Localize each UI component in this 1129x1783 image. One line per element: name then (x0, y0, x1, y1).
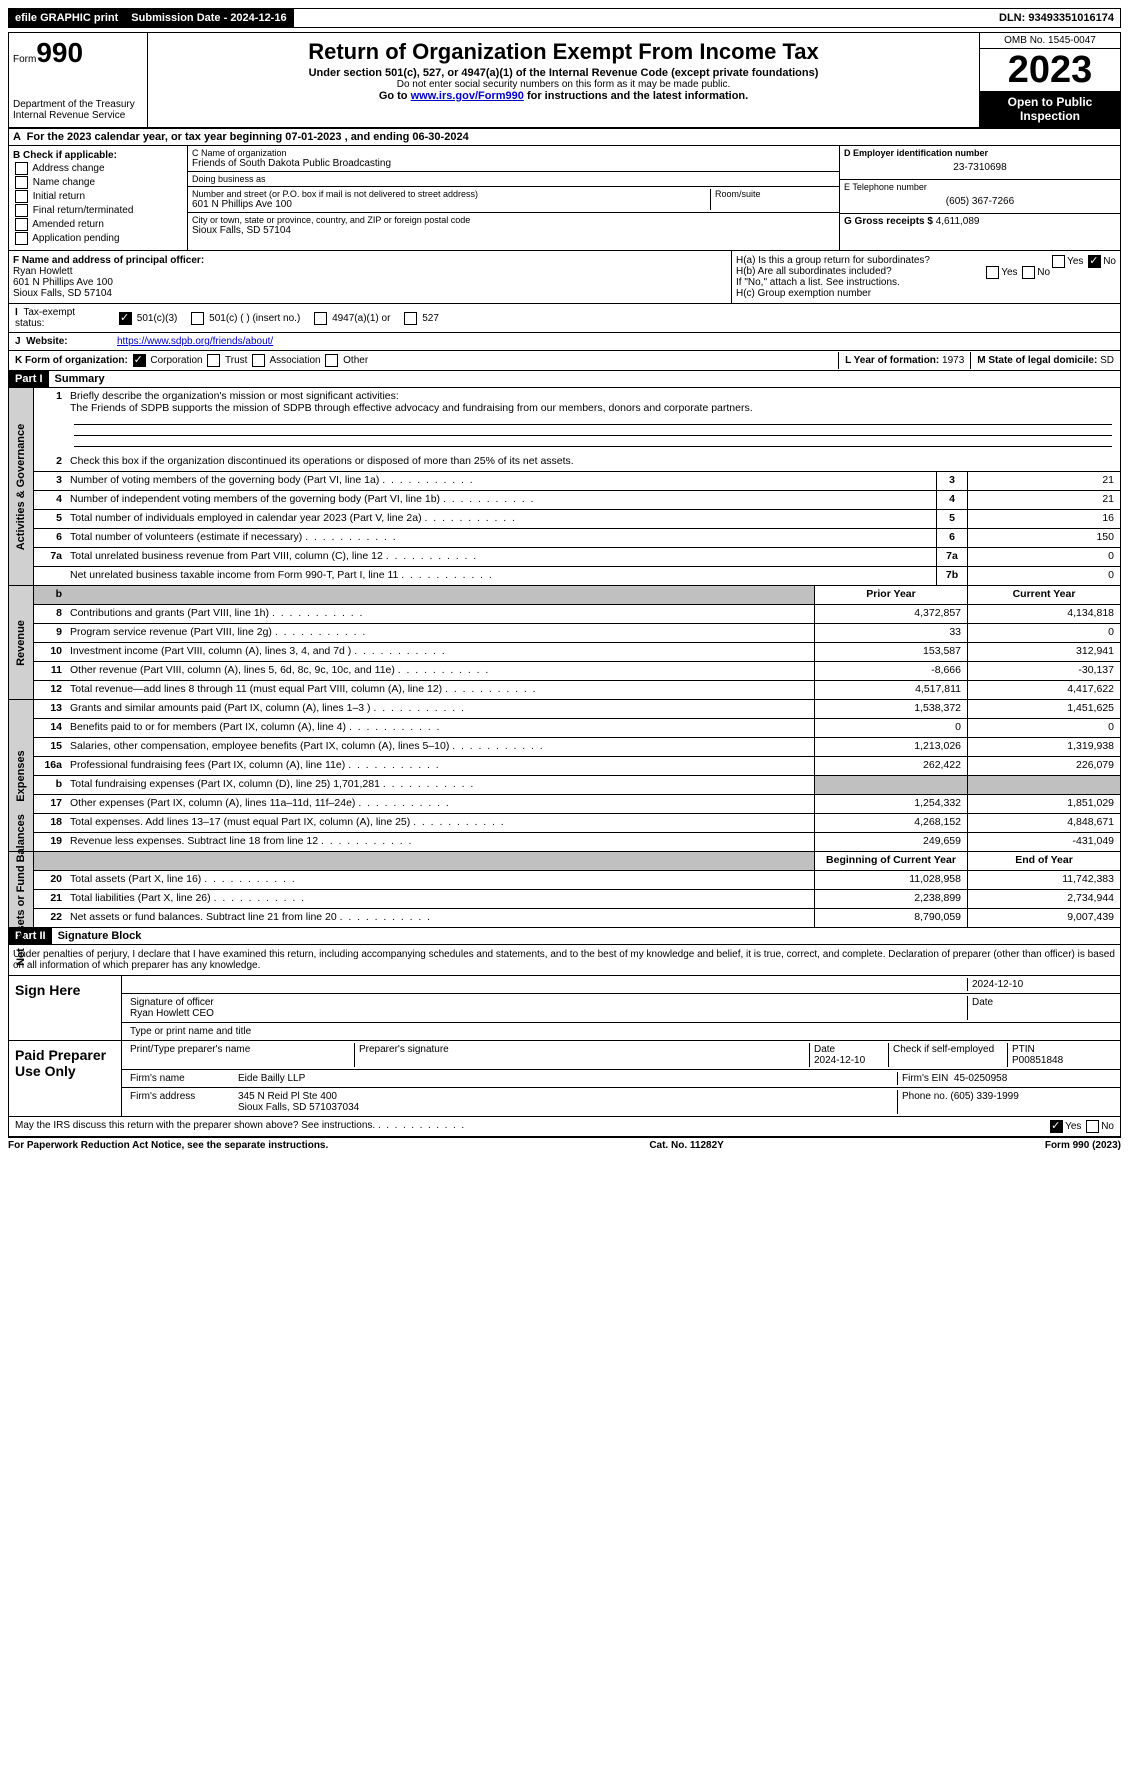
omb-number: OMB No. 1545-0047 (980, 33, 1120, 49)
dept-label: Department of the Treasury Internal Reve… (13, 99, 143, 121)
table-row: 6Total number of volunteers (estimate if… (34, 529, 1120, 548)
sign-here-block: Sign Here 2024-12-10 Signature of office… (8, 976, 1121, 1117)
tax-year: 2023 (980, 49, 1120, 91)
form-header: Form990 Department of the Treasury Inter… (8, 32, 1121, 129)
form-of-org-row: K Form of organization: Corporation Trus… (8, 351, 1121, 371)
submission-date: Submission Date - 2024-12-16 (125, 9, 293, 27)
website-link[interactable]: https://www.sdpb.org/friends/about/ (117, 336, 273, 347)
table-row: Net unrelated business taxable income fr… (34, 567, 1120, 585)
table-row: 14Benefits paid to or for members (Part … (34, 719, 1120, 738)
revenue-section: Revenue b Prior Year Current Year 8Contr… (8, 586, 1121, 700)
efile-button[interactable]: efile GRAPHIC print (9, 9, 125, 27)
side-expenses: Expenses (15, 750, 27, 801)
side-revenue: Revenue (15, 620, 27, 666)
table-row: 21Total liabilities (Part X, line 26)2,2… (34, 890, 1120, 909)
discuss-row: May the IRS discuss this return with the… (8, 1117, 1121, 1137)
goto-line: Go to www.irs.gov/Form990 for instructio… (152, 90, 975, 102)
table-row: bTotal fundraising expenses (Part IX, co… (34, 776, 1120, 795)
spacer (294, 9, 993, 27)
table-row: 19Revenue less expenses. Subtract line 1… (34, 833, 1120, 851)
side-governance: Activities & Governance (15, 423, 27, 550)
form-number: 990 (36, 37, 83, 68)
website-row: J Website: https://www.sdpb.org/friends/… (8, 333, 1121, 351)
tax-status-row: I Tax-exempt status: 501(c)(3) 501(c) ( … (8, 304, 1121, 333)
row-a-tax-year: A For the 2023 calendar year, or tax yea… (8, 129, 1121, 146)
group-return: H(a) Is this a group return for subordin… (731, 251, 1120, 303)
dba-cell: Doing business as (188, 172, 839, 187)
gross-cell: G Gross receipts $ 4,611,089 (840, 214, 1120, 229)
dln: DLN: 93493351016174 (993, 9, 1120, 27)
table-row: 15Salaries, other compensation, employee… (34, 738, 1120, 757)
perjury-statement: Under penalties of perjury, I declare th… (8, 945, 1121, 976)
open-to-public: Open to Public Inspection (980, 91, 1120, 127)
ein-cell: D Employer identification number 23-7310… (840, 146, 1120, 180)
table-row: 17Other expenses (Part IX, column (A), l… (34, 795, 1120, 814)
irs-link[interactable]: www.irs.gov/Form990 (411, 90, 524, 102)
col-b-checkboxes: B Check if applicable: Address change Na… (9, 146, 188, 250)
table-row: 20Total assets (Part X, line 16)11,028,9… (34, 871, 1120, 890)
footer: For Paperwork Reduction Act Notice, see … (8, 1137, 1121, 1153)
table-row: 5Total number of individuals employed in… (34, 510, 1120, 529)
form-label: Form (13, 54, 36, 65)
table-row: 7aTotal unrelated business revenue from … (34, 548, 1120, 567)
form-title: Return of Organization Exempt From Incom… (152, 39, 975, 65)
table-row: 9Program service revenue (Part VIII, lin… (34, 624, 1120, 643)
top-bar: efile GRAPHIC print Submission Date - 20… (8, 8, 1121, 28)
table-row: 16aProfessional fundraising fees (Part I… (34, 757, 1120, 776)
table-row: 18Total expenses. Add lines 13–17 (must … (34, 814, 1120, 833)
ssn-warning: Do not enter social security numbers on … (152, 79, 975, 90)
expenses-section: Expenses 13Grants and similar amounts pa… (8, 700, 1121, 852)
table-row: 12Total revenue—add lines 8 through 11 (… (34, 681, 1120, 699)
org-name-cell: C Name of organization Friends of South … (188, 146, 839, 172)
officer-group-block: F Name and address of principal officer:… (8, 251, 1121, 304)
street-cell: Number and street (or P.O. box if mail i… (188, 187, 839, 213)
part1-header: Part I Summary (8, 371, 1121, 388)
table-row: 3Number of voting members of the governi… (34, 472, 1120, 491)
table-row: 11Other revenue (Part VIII, column (A), … (34, 662, 1120, 681)
net-assets-section: Net Assets or Fund Balances Beginning of… (8, 852, 1121, 928)
side-net: Net Assets or Fund Balances (15, 814, 27, 966)
form-subtitle: Under section 501(c), 527, or 4947(a)(1)… (152, 67, 975, 79)
table-row: 8Contributions and grants (Part VIII, li… (34, 605, 1120, 624)
identity-block: B Check if applicable: Address change Na… (8, 146, 1121, 251)
governance-section: Activities & Governance 1 Briefly descri… (8, 388, 1121, 586)
city-cell: City or town, state or province, country… (188, 213, 839, 238)
principal-officer: F Name and address of principal officer:… (9, 251, 731, 303)
table-row: 4Number of independent voting members of… (34, 491, 1120, 510)
part2-header: Part II Signature Block (8, 928, 1121, 945)
table-row: 22Net assets or fund balances. Subtract … (34, 909, 1120, 927)
table-row: 10Investment income (Part VIII, column (… (34, 643, 1120, 662)
phone-cell: E Telephone number (605) 367-7266 (840, 180, 1120, 214)
table-row: 13Grants and similar amounts paid (Part … (34, 700, 1120, 719)
